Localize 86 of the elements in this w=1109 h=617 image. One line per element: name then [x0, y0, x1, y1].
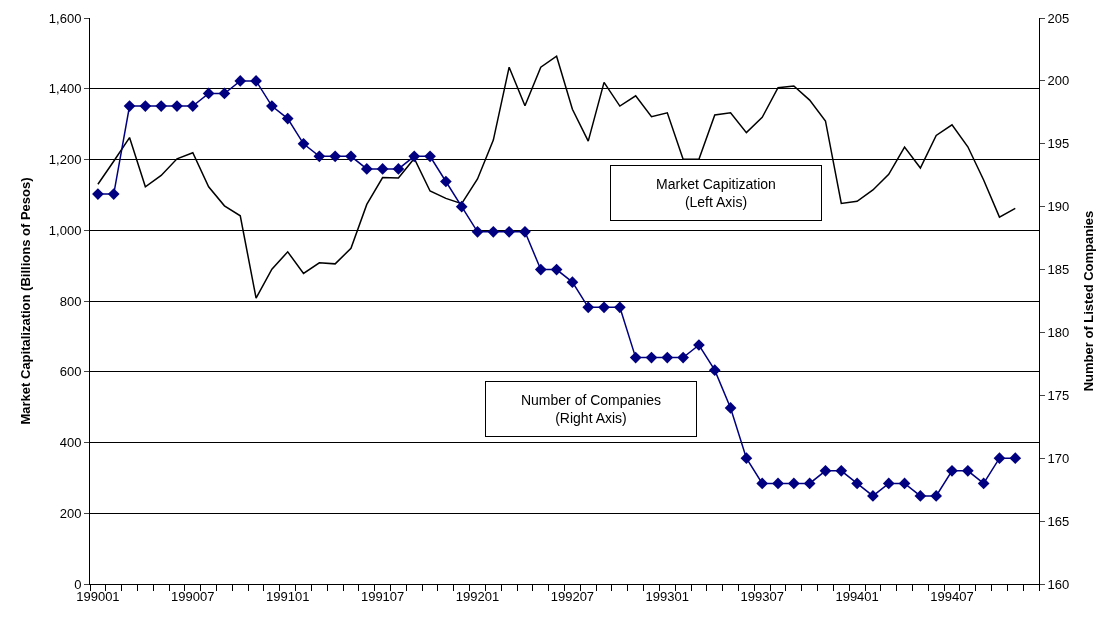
point [345, 150, 357, 163]
point [329, 150, 342, 163]
point [930, 490, 943, 502]
point [961, 464, 974, 477]
x-tick-label: 199407 [930, 588, 974, 604]
point [803, 477, 816, 490]
point [740, 452, 753, 465]
y-tick-label: 400 [59, 435, 82, 451]
point [835, 464, 848, 477]
y2-tick-label: 195 [1047, 136, 1070, 152]
point [819, 464, 832, 477]
y2-tick-label: 185 [1047, 262, 1070, 278]
point [851, 477, 863, 490]
point [645, 351, 658, 364]
y2-tick-label: 170 [1047, 450, 1070, 466]
point [708, 364, 721, 377]
x-tick-label: 199201 [455, 588, 500, 604]
point [487, 225, 500, 238]
point [598, 301, 610, 314]
point [123, 100, 136, 112]
point [677, 351, 689, 364]
point [107, 188, 120, 200]
point [424, 150, 436, 163]
point [155, 100, 168, 112]
x-tick-label: 199401 [835, 588, 879, 604]
point [914, 490, 927, 502]
point [503, 225, 515, 238]
y2-tick-label: 175 [1047, 387, 1070, 403]
y2-tick-label: 190 [1047, 199, 1070, 215]
point [218, 87, 231, 100]
y2-tick-label: 160 [1047, 576, 1070, 592]
point [202, 87, 215, 100]
point [471, 225, 484, 238]
point [550, 263, 563, 276]
y2-tick-label: 200 [1047, 73, 1070, 89]
x-tick-label: 199101 [266, 588, 310, 604]
y-tick-label: 1,400 [48, 81, 82, 97]
text: Market Capitization (Left Axis) [656, 176, 776, 211]
point [661, 351, 674, 364]
point [440, 175, 452, 188]
y-tick-label: 200 [59, 505, 82, 521]
text: Number of Companies (Right Axis) [520, 392, 662, 427]
point [772, 477, 784, 490]
point [297, 137, 310, 150]
y-axis-title: Market Capitalization (Billions of Pesos) [17, 177, 33, 425]
point [519, 225, 531, 238]
point [566, 276, 579, 288]
point [787, 477, 800, 490]
point [882, 477, 895, 490]
y-tick-label: 800 [59, 293, 82, 309]
point [313, 150, 326, 163]
point [629, 351, 642, 364]
x-tick-label: 199301 [645, 588, 690, 604]
point [455, 200, 468, 213]
point [977, 477, 990, 490]
y2-axis-title: Number of Listed Companies [1080, 210, 1096, 392]
point [92, 188, 104, 200]
x-tick-label: 199107 [360, 588, 405, 604]
x-tick-label: 199307 [740, 588, 784, 604]
point [408, 150, 421, 163]
point [946, 464, 958, 477]
point [281, 112, 294, 125]
point [139, 100, 152, 112]
x-tick-label: 199207 [550, 588, 595, 604]
y2-tick-label: 180 [1047, 324, 1070, 340]
point [993, 452, 1006, 465]
point [392, 163, 405, 175]
point [724, 402, 737, 414]
point [614, 301, 626, 314]
y-tick-label: 600 [59, 364, 82, 380]
point [756, 477, 769, 490]
point [582, 301, 595, 314]
point [898, 477, 911, 490]
y-tick-label: 1,600 [48, 10, 82, 26]
y-tick-label: 1,000 [48, 222, 82, 238]
point [250, 75, 262, 87]
point [1009, 452, 1022, 465]
point [360, 163, 373, 175]
point [376, 163, 389, 175]
point [234, 75, 247, 87]
x-tick-label: 199007 [171, 588, 215, 604]
y-tick-label: 1,200 [48, 152, 82, 168]
point [186, 100, 199, 112]
point [534, 263, 547, 276]
y2-tick-label: 165 [1047, 513, 1070, 529]
y2-tick-label: 205 [1047, 10, 1070, 26]
